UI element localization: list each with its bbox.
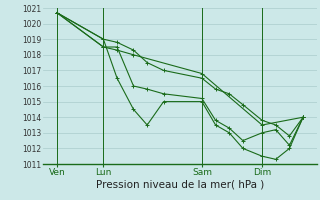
X-axis label: Pression niveau de la mer( hPa ): Pression niveau de la mer( hPa ) [96, 180, 264, 190]
